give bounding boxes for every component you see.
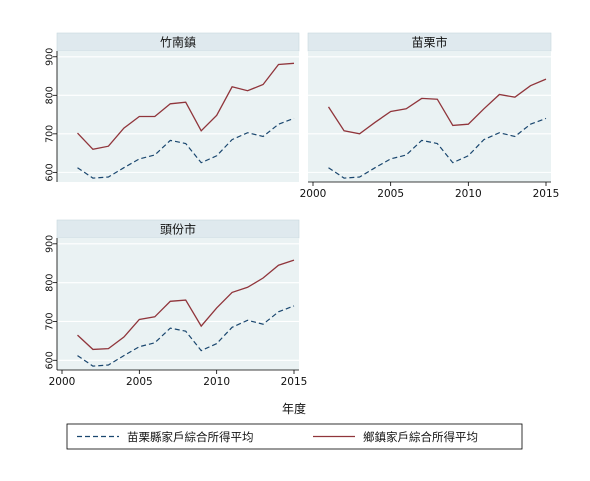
panel-title: 竹南鎮 <box>160 35 196 50</box>
x-tick-label: 2015 <box>533 188 560 200</box>
x-axis-title: 年度 <box>282 401 306 416</box>
panel-3: 頭份市 600 700 800 900 2000 2005 2010 2015 <box>45 219 308 388</box>
y-tick-label: 900 <box>45 48 56 66</box>
y-tick-label: 900 <box>45 235 56 253</box>
legend-label: 苗栗縣家戶綜合所得平均 <box>127 430 254 444</box>
panel-title: 頭份市 <box>160 222 196 237</box>
panel-1: 竹南鎮 600 700 800 900 <box>45 32 300 182</box>
legend-label: 鄉鎮家戶綜合所得平均 <box>363 430 478 444</box>
plot-area <box>57 238 299 370</box>
y-tick-label: 800 <box>45 86 56 104</box>
plot-area <box>308 51 551 182</box>
x-tick-label: 2010 <box>455 188 482 200</box>
series-line-county <box>77 305 295 367</box>
panel-title: 苗栗市 <box>411 35 447 50</box>
y-tick-label: 600 <box>45 351 56 369</box>
legend: 苗栗縣家戶綜合所得平均 鄉鎮家戶綜合所得平均 <box>66 423 523 450</box>
series-line-township <box>77 62 295 151</box>
x-tick-label: 2015 <box>281 376 308 388</box>
y-tick-label: 600 <box>45 163 56 181</box>
x-tick-label: 2005 <box>377 188 404 200</box>
x-tick-label: 2000 <box>300 188 327 200</box>
y-tick-label: 800 <box>45 274 56 292</box>
x-tick-label: 2010 <box>203 376 230 388</box>
series-line-township <box>77 259 295 351</box>
y-tick-label: 700 <box>45 312 56 330</box>
series-line-county <box>328 117 547 179</box>
plot-area <box>57 51 299 182</box>
y-tick-label: 700 <box>45 125 56 143</box>
legend-box <box>66 423 523 450</box>
series-line-township <box>327 78 547 135</box>
x-tick-label: 2000 <box>49 376 76 388</box>
series-line-county <box>77 117 295 179</box>
x-tick-label: 2005 <box>126 376 153 388</box>
panel-2: 苗栗市 2000 2005 2010 2015 <box>300 32 560 200</box>
